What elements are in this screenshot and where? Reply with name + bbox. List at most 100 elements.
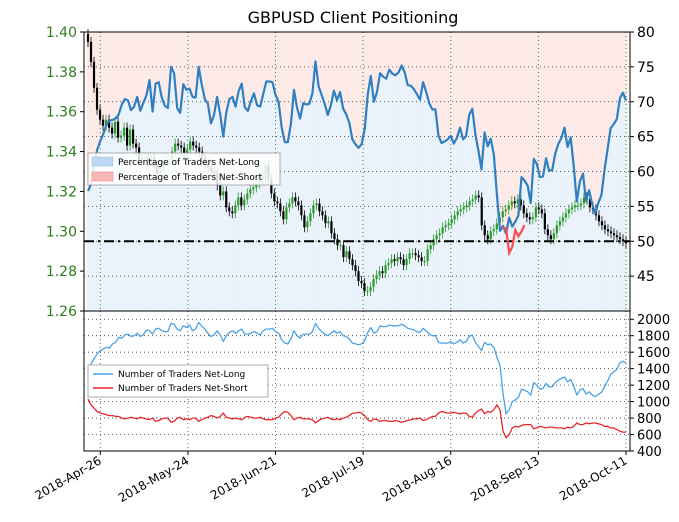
net-long-band	[313, 61, 317, 311]
net-short-band	[172, 32, 176, 74]
net-long-band	[181, 84, 185, 311]
candle-body	[510, 201, 513, 206]
date-tick-label: 2018-Jul-19	[299, 453, 366, 500]
net-short-band	[378, 32, 382, 74]
net-long-band	[191, 96, 195, 312]
candle-body	[321, 211, 324, 216]
net-short-band	[108, 32, 112, 121]
candle-body	[360, 281, 363, 284]
net-long-band	[480, 169, 484, 311]
candle-body	[369, 287, 372, 292]
candle-body	[86, 33, 90, 42]
candle-body	[387, 263, 390, 266]
net-short-band	[157, 32, 161, 83]
net-short-band	[538, 32, 542, 178]
percent-tick-label: 65	[637, 130, 655, 146]
candle-body	[438, 233, 441, 236]
candle-body	[279, 203, 282, 212]
net-long-band	[516, 215, 520, 311]
net-short-band	[264, 32, 268, 82]
top-panel-background	[86, 32, 628, 312]
candle-body	[486, 235, 489, 240]
net-long-band	[470, 108, 474, 311]
net-short-band	[430, 32, 434, 110]
legend-label-count-short: Number of Traders Net-Short	[118, 384, 248, 394]
net-short-band	[246, 32, 250, 111]
date-tick-label: 2018-May-24	[116, 453, 191, 505]
net-short-band	[519, 32, 523, 178]
net-short-band	[310, 32, 314, 94]
net-short-band	[101, 32, 105, 134]
candle-body	[180, 145, 183, 148]
net-short-band	[329, 32, 333, 106]
candle-body	[603, 225, 607, 230]
net-short-band	[516, 32, 520, 216]
net-long-band	[144, 95, 148, 311]
price-tick-label: 1.26	[46, 304, 77, 320]
net-long-band	[320, 94, 324, 312]
bottom-legend: Number of Traders Net-Long Number of Tra…	[87, 364, 269, 398]
net-short-band	[240, 32, 244, 84]
price-tick-label: 1.36	[46, 105, 77, 121]
legend-label-net-long: Percentage of Traders Net-Long	[118, 158, 260, 168]
net-long-band	[283, 142, 287, 311]
candle-body	[122, 127, 126, 136]
net-long-band	[609, 128, 613, 311]
net-long-band	[114, 118, 118, 312]
net-long-band	[258, 106, 262, 311]
net-short-band	[191, 32, 195, 97]
net-long-band	[98, 140, 102, 311]
net-short-band	[317, 32, 321, 87]
candle-body	[195, 145, 198, 148]
net-long-band	[157, 82, 161, 311]
net-long-band	[108, 120, 112, 312]
net-long-band	[498, 230, 502, 311]
candle-body	[573, 205, 577, 208]
top-legend-box	[87, 152, 281, 186]
legend-label-count-long: Number of Traders Net-Long	[118, 370, 245, 380]
net-short-band	[387, 32, 391, 70]
net-short-band	[221, 32, 225, 137]
candle-body	[582, 197, 586, 204]
candle-body	[219, 185, 222, 196]
net-long-band	[178, 112, 182, 311]
candle-body	[483, 225, 486, 236]
candle-body	[606, 229, 610, 232]
candle-body	[405, 259, 408, 266]
candle-body	[558, 221, 561, 226]
net-short-band	[480, 32, 484, 170]
net-short-band	[455, 32, 459, 139]
candle-body	[519, 199, 522, 206]
net-short-percent-line	[502, 224, 526, 257]
net-long-band	[526, 185, 530, 311]
net-short-band	[495, 32, 499, 195]
candle-body	[399, 257, 402, 260]
net-short-band	[498, 32, 502, 231]
candle-body	[222, 191, 225, 196]
net-short-band	[575, 32, 579, 202]
net-long-band	[575, 201, 579, 311]
net-short-band	[489, 32, 493, 139]
net-long-band	[120, 104, 124, 311]
net-short-band	[529, 32, 533, 203]
net-short-band	[440, 32, 444, 143]
net-long-band	[587, 190, 591, 311]
net-short-band	[295, 32, 299, 109]
net-short-band	[590, 32, 594, 205]
net-short-band	[609, 32, 613, 129]
candle-body	[555, 225, 558, 234]
candle-body	[282, 211, 285, 220]
candle-body	[240, 197, 243, 206]
candle-body	[426, 249, 429, 262]
net-long-band	[476, 150, 480, 311]
net-long-band	[200, 84, 204, 311]
candle-body	[543, 213, 546, 230]
net-long-band	[264, 81, 268, 312]
net-long-band	[559, 138, 563, 311]
count-tick-label: 1800	[637, 330, 670, 345]
net-short-band	[433, 32, 437, 110]
net-short-band	[230, 32, 234, 97]
net-short-band	[397, 32, 401, 73]
net-long-band	[89, 184, 93, 311]
price-tick-label: 1.38	[46, 65, 77, 81]
